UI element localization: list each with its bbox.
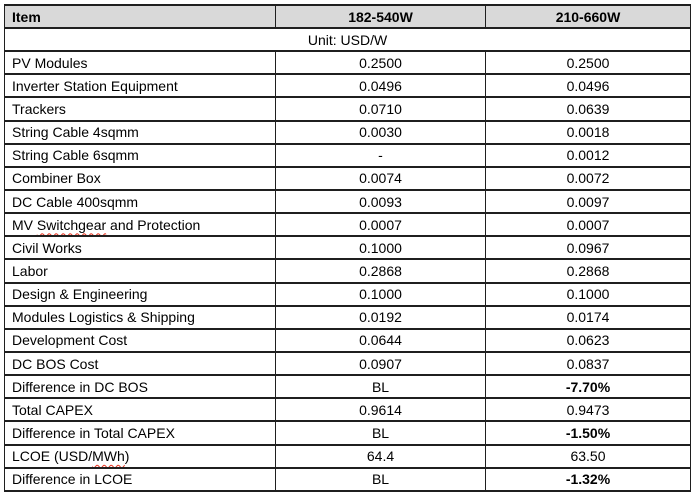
item-cell: Combiner Box [4, 165, 276, 191]
value-cell-182: 0.2500 [275, 50, 486, 76]
table-row: Labor 0.2868 0.2868 [4, 258, 691, 284]
table-row: MV Switchgear and Protection 0.0007 0.00… [4, 212, 691, 238]
item-cell: String Cable 4sqmm [4, 119, 276, 145]
table-row: Difference in Total CAPEX BL -1.50% [4, 420, 691, 446]
table-row: Modules Logistics & Shipping 0.0192 0.01… [4, 304, 691, 330]
value-cell-182: BL [275, 374, 486, 400]
item-cell: Civil Works [4, 235, 276, 261]
value-cell-182: 0.0710 [275, 96, 486, 122]
value-cell-210: 0.1000 [485, 281, 691, 307]
table-row: Development Cost 0.0644 0.0623 [4, 327, 691, 353]
unit-row: Unit: USD/W [4, 26, 691, 53]
table-row: Civil Works 0.1000 0.0967 [4, 235, 691, 261]
value-cell-210: -1.50% [485, 420, 691, 446]
item-cell: Trackers [4, 96, 276, 122]
value-cell-210: -1.32% [485, 466, 691, 493]
value-cell-182: 0.0496 [275, 73, 486, 99]
value-cell-182: 0.1000 [275, 281, 486, 307]
misspelled-word: MWh [92, 448, 125, 465]
value-cell-182: BL [275, 420, 486, 446]
column-header-item: Item [4, 4, 276, 29]
item-cell: PV Modules [4, 50, 276, 76]
value-cell-210: 0.0007 [485, 212, 691, 238]
item-label-part: MV [12, 216, 37, 233]
value-cell-210: 0.0967 [485, 235, 691, 261]
value-cell-210: 0.0837 [485, 350, 691, 377]
table-row: DC Cable 400sqmm 0.0093 0.0097 [4, 188, 691, 215]
value-cell-182: 0.0907 [275, 350, 486, 377]
value-cell-210: 0.0496 [485, 73, 691, 99]
value-cell-210: 0.0174 [485, 304, 691, 330]
value-cell-210: 0.0012 [485, 142, 691, 168]
table-row: PV Modules 0.2500 0.2500 [4, 50, 691, 76]
item-label-part: and Protection [106, 216, 201, 233]
header-row: Item 182-540W 210-660W [4, 4, 691, 29]
value-cell-182: 0.0644 [275, 327, 486, 353]
value-cell-210: 0.9473 [485, 397, 691, 423]
value-cell-210: 0.0072 [485, 165, 691, 191]
value-cell-210: 0.0639 [485, 96, 691, 122]
item-cell: Inverter Station Equipment [4, 73, 276, 99]
column-header-210-660w: 210-660W [485, 4, 691, 29]
table-row: Difference in DC BOS BL -7.70% [4, 374, 691, 400]
value-cell-210: 63.50 [485, 443, 691, 469]
value-cell-182: 0.0030 [275, 119, 486, 145]
table-row: Combiner Box 0.0074 0.0072 [4, 165, 691, 191]
table-row: Total CAPEX 0.9614 0.9473 [4, 397, 691, 423]
item-cell: String Cable 6sqmm [4, 142, 276, 168]
table-row: Difference in LCOE BL -1.32% [4, 466, 691, 493]
cost-comparison-table: Item 182-540W 210-660W Unit: USD/W PV Mo… [4, 4, 691, 493]
value-cell-182: 0.0074 [275, 165, 486, 191]
item-cell: LCOE (USD/MWh) [4, 443, 276, 469]
value-cell-182: 0.2868 [275, 258, 486, 284]
value-cell-182: - [275, 142, 486, 168]
table-row: Inverter Station Equipment 0.0496 0.0496 [4, 73, 691, 99]
value-cell-182: 0.9614 [275, 397, 486, 423]
item-cell: MV Switchgear and Protection [4, 212, 276, 238]
table-row: LCOE (USD/MWh) 64.4 63.50 [4, 443, 691, 469]
item-cell: DC Cable 400sqmm [4, 188, 276, 215]
value-cell-210: 0.2500 [485, 50, 691, 76]
item-cell: Total CAPEX [4, 397, 276, 423]
value-cell-210: -7.70% [485, 374, 691, 400]
misspelled-word: Switchgear [36, 216, 107, 233]
column-header-182-540w: 182-540W [275, 4, 486, 29]
item-label-part: LCOE (USD/ [12, 448, 93, 465]
item-cell: Labor [4, 258, 276, 284]
table-row: Design & Engineering 0.1000 0.1000 [4, 281, 691, 307]
value-cell-210: 0.0018 [485, 119, 691, 145]
value-cell-210: 0.2868 [485, 258, 691, 284]
value-cell-210: 0.0623 [485, 327, 691, 353]
table-row: Trackers 0.0710 0.0639 [4, 96, 691, 122]
table-row: DC BOS Cost 0.0907 0.0837 [4, 350, 691, 377]
item-label-part: ) [124, 448, 130, 465]
value-cell-182: 0.1000 [275, 235, 486, 261]
value-cell-182: 0.0007 [275, 212, 486, 238]
unit-label: Unit: USD/W [4, 26, 691, 53]
item-cell: Development Cost [4, 327, 276, 353]
item-cell: DC BOS Cost [4, 350, 276, 377]
value-cell-182: 0.0192 [275, 304, 486, 330]
item-cell: Modules Logistics & Shipping [4, 304, 276, 330]
item-cell: Difference in Total CAPEX [4, 420, 276, 446]
value-cell-182: 64.4 [275, 443, 486, 469]
value-cell-210: 0.0097 [485, 188, 691, 215]
value-cell-182: 0.0093 [275, 188, 486, 215]
value-cell-182: BL [275, 466, 486, 493]
item-cell: Difference in LCOE [4, 466, 276, 493]
item-cell: Difference in DC BOS [4, 374, 276, 400]
table-row: String Cable 4sqmm 0.0030 0.0018 [4, 119, 691, 145]
table-row: String Cable 6sqmm - 0.0012 [4, 142, 691, 168]
item-cell: Design & Engineering [4, 281, 276, 307]
